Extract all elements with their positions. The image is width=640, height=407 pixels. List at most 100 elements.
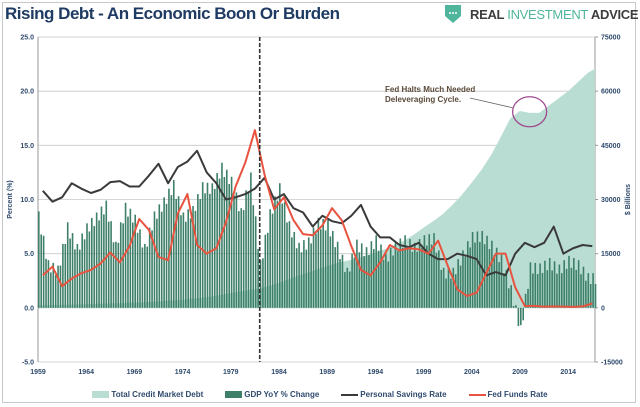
gdp-bar <box>240 208 243 308</box>
gdp-bar <box>81 233 83 308</box>
gdp-bar <box>520 307 522 326</box>
gdp-bar <box>517 307 520 326</box>
gdp-bar <box>52 262 55 308</box>
gdp-bar <box>119 222 122 308</box>
gdp-bar <box>175 198 177 308</box>
gdp-bar <box>204 193 206 308</box>
gdp-bar <box>404 235 406 308</box>
y-tick-label: 25.0 <box>20 35 34 42</box>
legend-item-gdp: GDP YoY % Change <box>225 390 319 399</box>
gdp-bar <box>163 197 165 308</box>
gdp-bar <box>377 250 380 308</box>
gdp-bar <box>153 211 156 308</box>
gdp-bar <box>416 251 418 308</box>
gdp-bar <box>510 285 512 308</box>
gdp-bar <box>464 256 467 308</box>
gdp-bar <box>568 255 570 308</box>
gdp-bar <box>211 183 214 308</box>
gdp-bar <box>353 257 356 308</box>
gdp-bar <box>71 233 74 308</box>
gdp-bar <box>317 217 320 308</box>
gdp-bar <box>375 235 377 308</box>
gdp-bar <box>585 280 587 308</box>
gdp-bar <box>426 245 428 308</box>
gdp-bar <box>295 248 298 308</box>
gdp-bar <box>180 215 182 308</box>
gdp-bar <box>303 240 305 308</box>
gdp-bar <box>454 274 457 308</box>
gdp-bar <box>329 236 332 308</box>
savings-rate-line <box>42 149 593 277</box>
logo-part3: ADVICE <box>590 6 639 22</box>
gdp-bar <box>117 242 120 308</box>
y-tick-label: 15.0 <box>20 143 34 150</box>
gdp-bar <box>522 307 525 321</box>
y-axis-label: Percent (%) <box>7 180 14 219</box>
gdp-bar <box>577 260 580 308</box>
gdp-bar <box>476 231 479 308</box>
gdp-bar <box>144 243 146 308</box>
gdp-bar <box>54 275 57 308</box>
gdp-bar <box>515 305 517 308</box>
gdp-bar <box>189 218 192 308</box>
gdp-bar <box>148 227 151 308</box>
y2-tick-label: 45000 <box>601 143 621 150</box>
annotation-circle <box>511 96 548 128</box>
gdp-bar <box>539 263 541 308</box>
gdp-bar <box>69 238 71 308</box>
gdp-bar <box>411 251 414 308</box>
gdp-bar <box>541 272 544 308</box>
legend-swatch <box>92 391 110 398</box>
x-tick-label: 1989 <box>319 369 335 376</box>
gdp-bar <box>399 238 402 308</box>
gdp-bar <box>392 255 394 308</box>
gdp-bar <box>291 237 293 308</box>
gdp-bar <box>527 288 529 308</box>
gdp-bar <box>387 261 390 308</box>
gdp-bar <box>158 204 161 308</box>
gdp-bar <box>336 241 339 308</box>
gdp-bar <box>401 247 404 308</box>
gdp-bar <box>310 243 312 308</box>
gdp-bar <box>223 177 226 308</box>
legend-swatch <box>225 391 243 398</box>
x-tick-label: 2004 <box>464 369 480 376</box>
gdp-bar <box>556 273 558 308</box>
y2-tick-label: 0 <box>601 305 605 312</box>
y-tick-label: 0.0 <box>24 305 34 312</box>
legend-swatch <box>341 393 359 396</box>
x-tick-label: 1974 <box>175 369 191 376</box>
gdp-bar <box>348 271 351 308</box>
gdp-bar <box>406 247 409 308</box>
gdp-bar <box>324 230 327 308</box>
gdp-bar <box>587 273 590 308</box>
gdp-bar <box>421 247 423 308</box>
gdp-bar <box>512 305 515 308</box>
gdp-bar <box>423 235 426 308</box>
gdp-bar <box>575 269 578 308</box>
gdp-bar <box>503 273 505 308</box>
gdp-bar <box>146 246 149 308</box>
gdp-bar <box>250 172 252 308</box>
gdp-bar <box>218 178 221 308</box>
gdp-bar <box>62 243 64 308</box>
gdp-bar <box>546 270 549 308</box>
gdp-bar <box>238 211 240 308</box>
gdp-bar <box>305 249 308 308</box>
x-tick-label: 2009 <box>512 369 528 376</box>
gdp-bar <box>230 176 233 308</box>
logo-text: REAL INVESTMENT ADVICE <box>470 6 639 22</box>
gdp-bar <box>582 266 585 308</box>
gdp-bar <box>493 255 496 308</box>
x-tick-label: 1994 <box>368 369 384 376</box>
gdp-bar <box>589 284 592 308</box>
gdp-bar <box>64 243 67 308</box>
gdp-bar <box>394 241 397 308</box>
shield-chat-icon <box>445 5 461 23</box>
gdp-bar <box>334 247 337 308</box>
gdp-bar <box>360 243 363 308</box>
gdp-bar <box>505 269 508 308</box>
gdp-bar <box>418 239 421 308</box>
y2-tick-label: 15000 <box>601 251 621 258</box>
